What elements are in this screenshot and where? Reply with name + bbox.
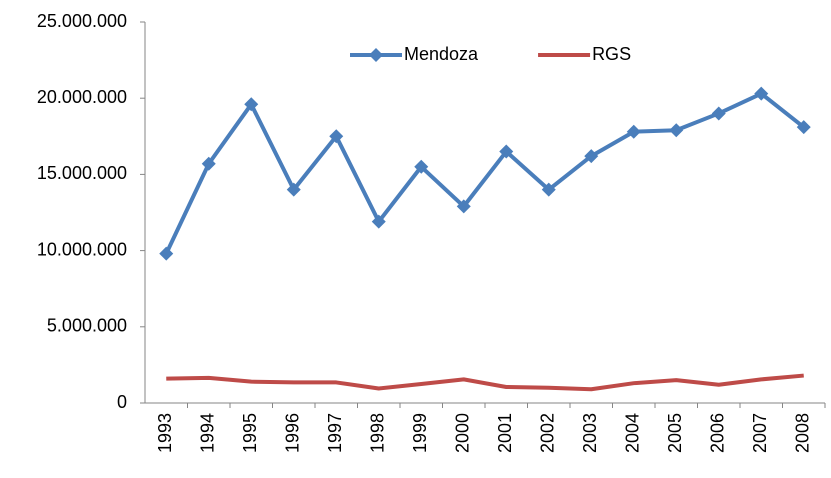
marker: [244, 97, 259, 112]
series-line: [164, 91, 805, 255]
x-tick-label: 2003: [580, 413, 600, 453]
x-tick-label: 1995: [240, 413, 260, 453]
legend-label: Mendoza: [404, 44, 479, 64]
marker: [286, 182, 301, 197]
marker: [754, 86, 769, 101]
y-tick-label: 5.000.000: [47, 316, 127, 336]
marker: [414, 159, 429, 174]
legend-marker: [369, 48, 383, 62]
x-tick-label: 2007: [750, 413, 770, 453]
marker: [456, 199, 471, 214]
x-tick-label: 2006: [708, 413, 728, 453]
x-tick-label: 1999: [410, 413, 430, 453]
x-tick-label: 2004: [623, 413, 643, 453]
marker: [329, 129, 344, 144]
legend-item: Mendoza: [350, 44, 479, 64]
x-tick-label: 1997: [325, 413, 345, 453]
marker: [201, 156, 216, 171]
x-tick-label: 2002: [538, 413, 558, 453]
x-tick-label: 1998: [368, 413, 388, 453]
marker: [669, 123, 684, 138]
y-tick-label: 20.000.000: [37, 87, 127, 107]
series-line: [166, 373, 804, 392]
legend-label: RGS: [592, 44, 631, 64]
y-tick-label: 15.000.000: [37, 163, 127, 183]
marker: [711, 106, 726, 121]
y-tick-label: 10.000.000: [37, 239, 127, 259]
marker: [626, 124, 641, 139]
x-tick-label: 1994: [198, 413, 218, 453]
marker: [796, 120, 811, 135]
x-tick-label: 2001: [495, 413, 515, 453]
y-tick-label: 0: [117, 392, 127, 412]
marker: [371, 214, 386, 229]
marker: [159, 246, 174, 261]
x-tick-label: 2005: [665, 413, 685, 453]
marker: [541, 182, 556, 197]
marker: [499, 144, 514, 159]
x-tick-label: 1993: [155, 413, 175, 453]
marker: [584, 149, 599, 164]
legend-item: RGS: [538, 44, 631, 64]
x-tick-label: 2000: [453, 413, 473, 453]
y-tick-label: 25.000.000: [37, 11, 127, 31]
x-tick-label: 2008: [793, 413, 813, 453]
x-tick-label: 1996: [283, 413, 303, 453]
